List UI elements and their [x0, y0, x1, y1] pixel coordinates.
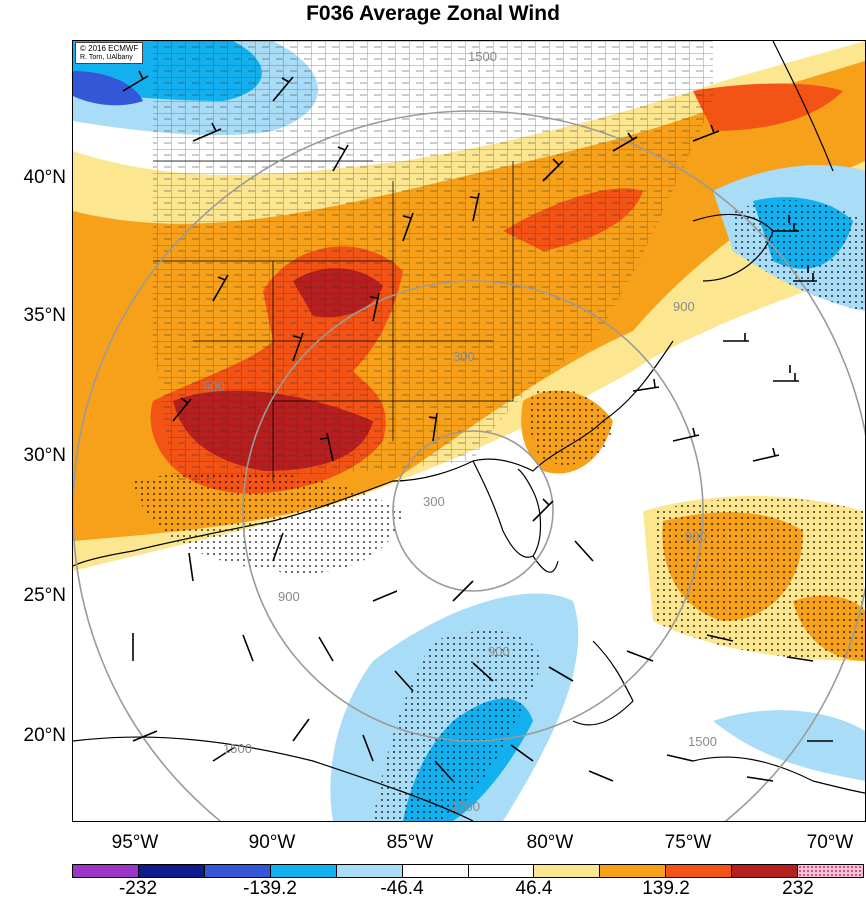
lon-label: 80°W	[526, 832, 574, 853]
lat-label: 20°N	[23, 725, 66, 746]
lon-label: 70°W	[806, 832, 854, 853]
credit-box: © 2016 ECMWF R. Torn, UAlbany	[75, 42, 144, 64]
contour-label: 900	[488, 644, 510, 659]
state-borders	[153, 160, 514, 481]
colorbar-segment	[204, 865, 271, 877]
map-title: F036 Average Zonal Wind	[306, 2, 560, 25]
colorbar-segment	[73, 865, 139, 877]
colorbar-label: 139.2	[642, 878, 690, 899]
contour-label: 900	[685, 529, 707, 544]
colorbar-segment	[468, 865, 535, 877]
colorbar-segment	[534, 865, 601, 877]
wind-barbs	[122, 70, 833, 782]
lon-label: 75°W	[664, 832, 712, 853]
credit-line: © 2016 ECMWF	[80, 44, 139, 53]
lat-label: 40°N	[23, 167, 66, 188]
colorbar-segment	[270, 865, 337, 877]
colorbar-segment	[600, 865, 667, 877]
lat-label: 25°N	[23, 585, 66, 606]
colorbar-label: 232	[782, 878, 814, 899]
credit-line: R. Torn, UAlbany	[80, 54, 133, 61]
colorbar	[72, 864, 864, 878]
contour-label: 1500	[223, 741, 252, 756]
contour-label: 900	[203, 379, 225, 394]
county-boundaries	[153, 41, 713, 481]
contour-label: 1500	[688, 734, 717, 749]
colorbar-label: 46.4	[515, 878, 553, 899]
contour-label: 300	[453, 349, 475, 364]
colorbar-segment	[336, 865, 403, 877]
contour-label: 900	[278, 589, 300, 604]
contour-labels: 1500 900 300 300 900 900 900 900 1500 15…	[203, 49, 717, 814]
lon-label: 95°W	[111, 832, 159, 853]
lon-label: 90°W	[248, 832, 296, 853]
colorbar-segment	[732, 865, 799, 877]
range-rings	[73, 110, 865, 821]
map-canvas: 1500 900 300 300 900 900 900 900 1500 15…	[73, 41, 865, 821]
contour-label: 1500	[451, 799, 480, 814]
contour-label: 900	[673, 299, 695, 314]
colorbar-segment	[138, 865, 205, 877]
contour-label: 1500	[468, 49, 497, 64]
colorbar-label: -46.4	[380, 878, 424, 899]
colorbar-segment	[798, 865, 864, 877]
lat-label: 35°N	[23, 305, 66, 326]
colorbar-segment	[666, 865, 733, 877]
colorbar-label: -139.2	[243, 878, 297, 899]
colorbar-label: -232	[118, 878, 158, 899]
colorbar-segment	[402, 865, 469, 877]
lat-label: 30°N	[23, 445, 66, 466]
contour-label: 300	[423, 494, 445, 509]
lon-label: 85°W	[386, 832, 434, 853]
map-panel[interactable]: 1500 900 300 300 900 900 900 900 1500 15…	[72, 40, 866, 822]
